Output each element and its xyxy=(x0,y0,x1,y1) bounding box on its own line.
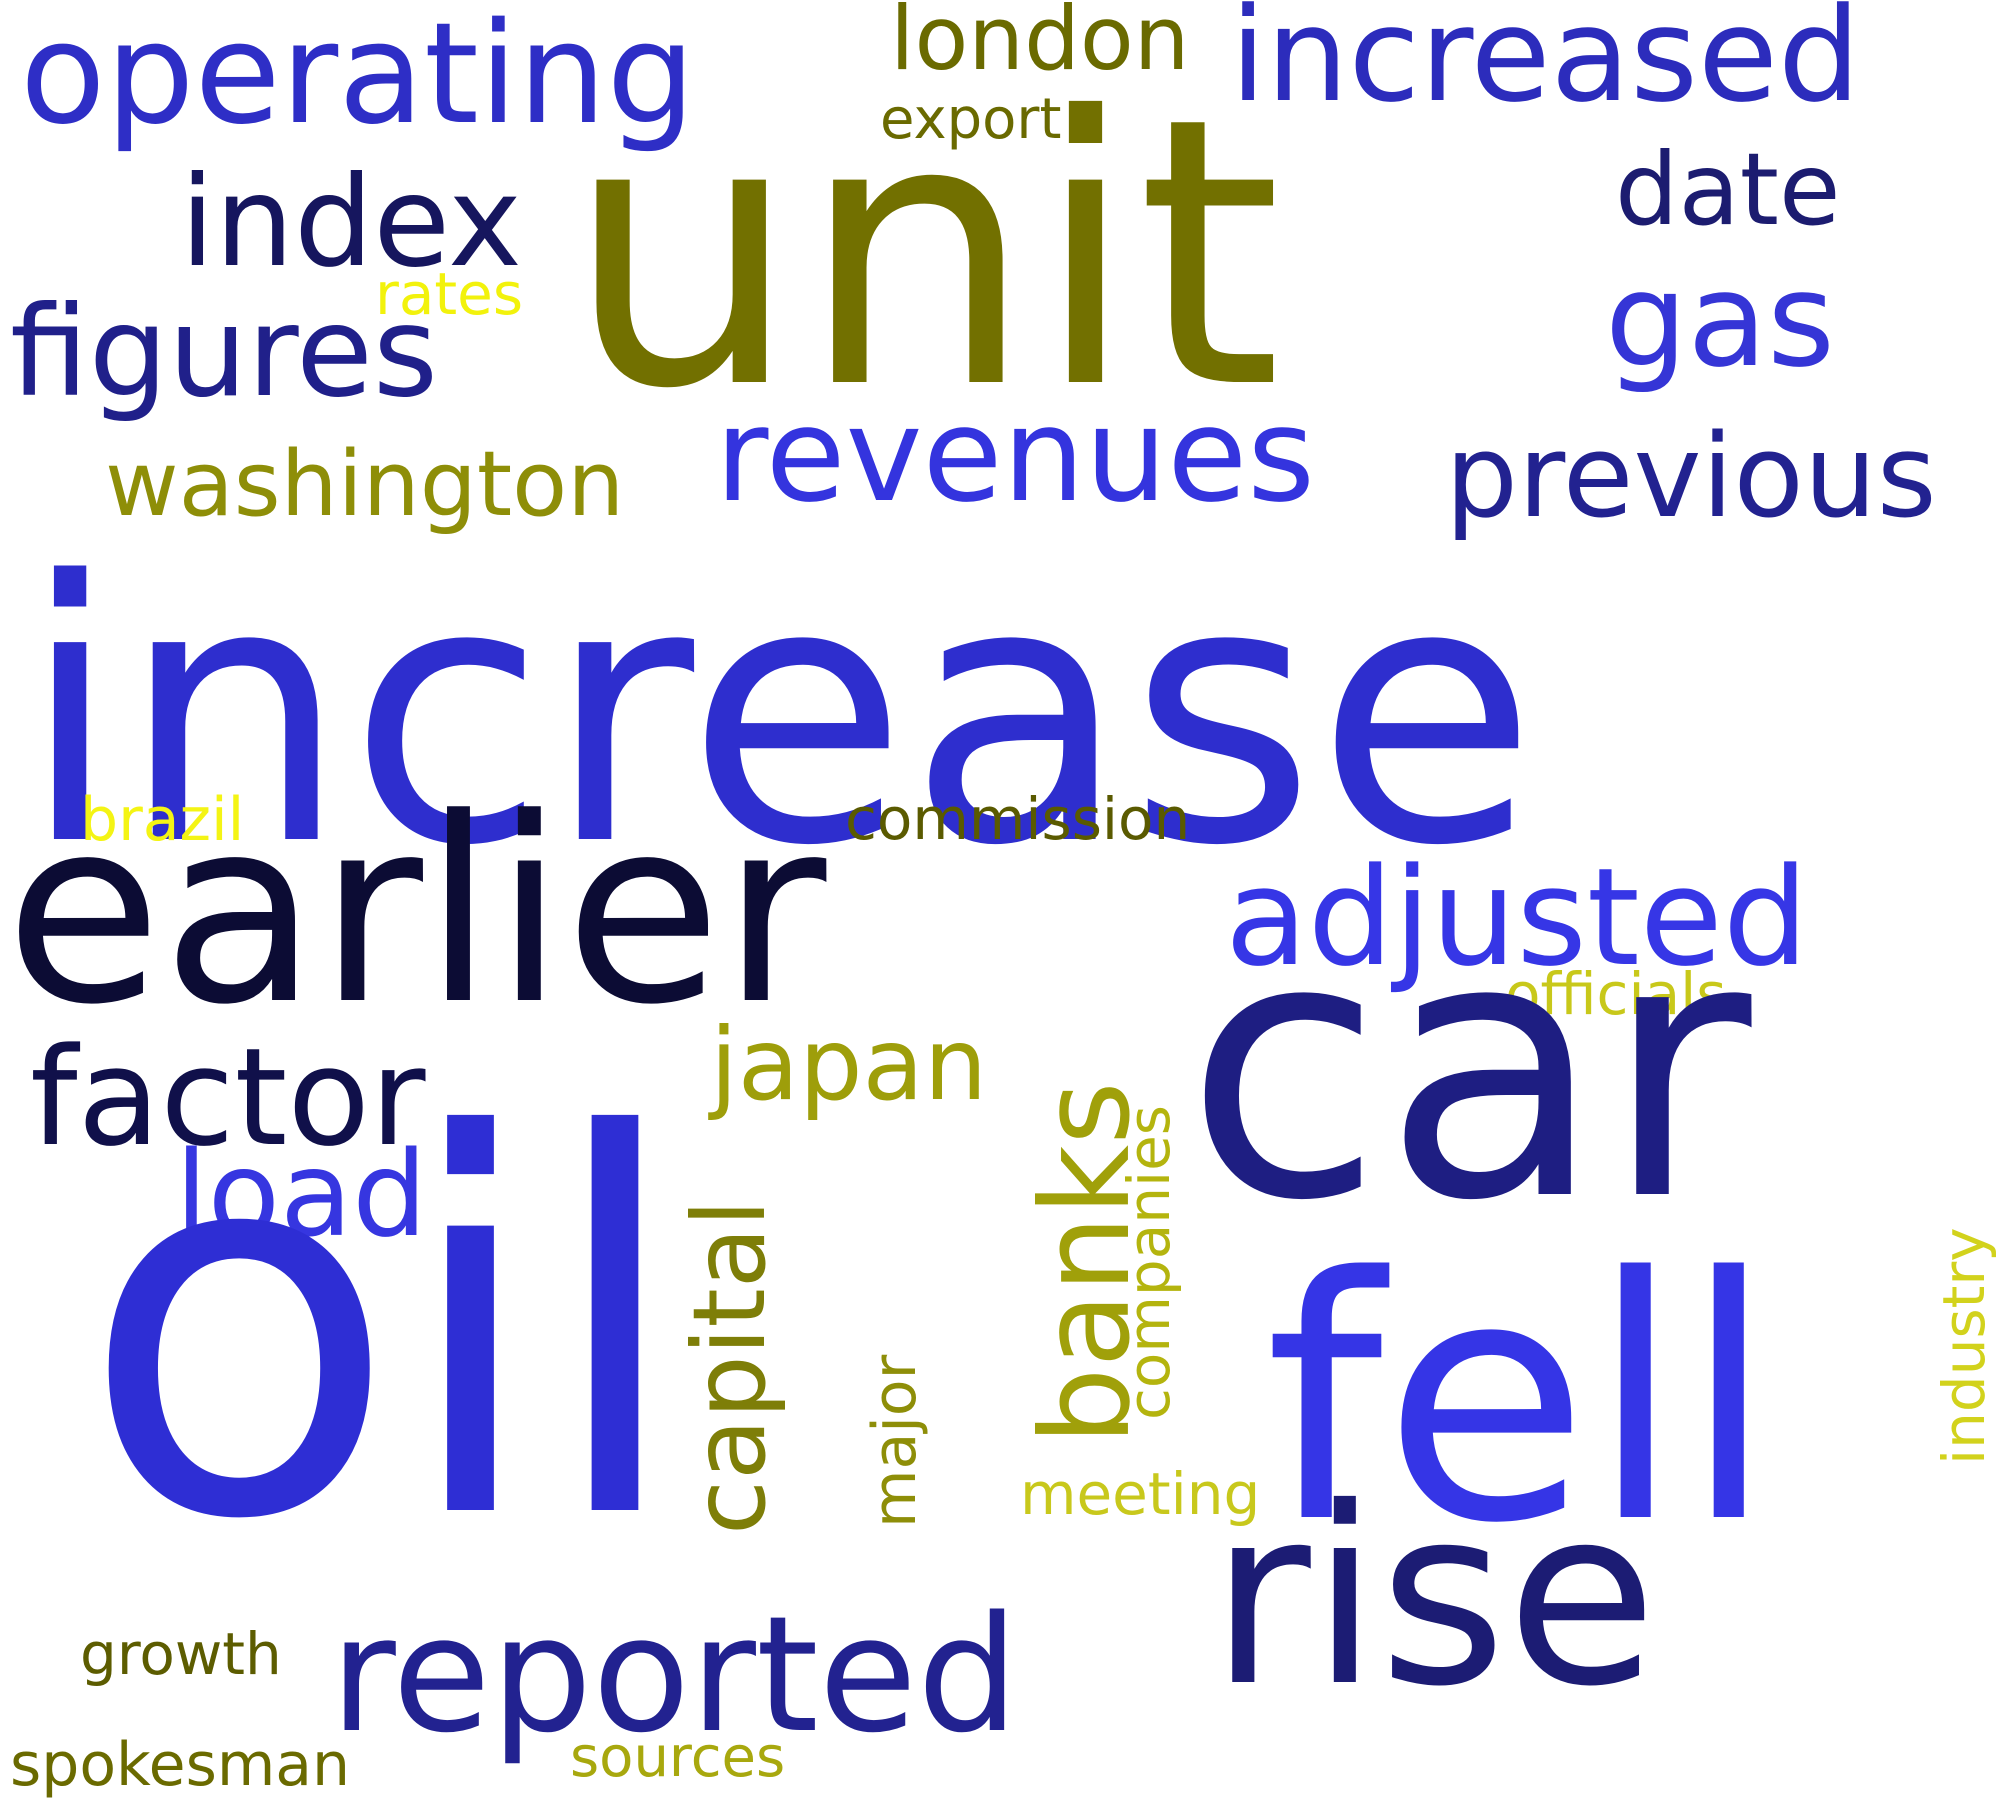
word-capital: capital xyxy=(671,1199,788,1535)
word-companies: companies xyxy=(1115,1104,1183,1420)
word-rates: rates xyxy=(375,260,524,328)
word-car: car xyxy=(1185,860,1752,1279)
word-increase: increase xyxy=(20,505,1538,924)
word-unit: unit xyxy=(565,40,1282,470)
word-adjusted: adjusted xyxy=(1225,839,1809,996)
word-officials: officials xyxy=(1505,960,1727,1028)
word-growth: growth xyxy=(80,1620,282,1688)
word-date: date xyxy=(1615,131,1841,248)
word-meeting: meeting xyxy=(1020,1460,1261,1528)
word-operating: operating xyxy=(20,0,696,156)
word-gas: gas xyxy=(1605,244,1835,396)
word-industry: industry xyxy=(1930,1227,1998,1465)
word-export: export xyxy=(880,87,1062,152)
word-spokesman: spokesman xyxy=(10,1730,351,1800)
word-figures: figures xyxy=(10,280,438,425)
word-fell: fell xyxy=(1265,1207,1776,1597)
word-rise: rise xyxy=(1210,1455,1658,1740)
word-earlier: earlier xyxy=(5,764,827,1061)
word-sources: sources xyxy=(570,1725,786,1790)
word-increased: increased xyxy=(1230,0,1861,131)
word-washington: washington xyxy=(105,432,625,537)
word-previous: previous xyxy=(1445,410,1937,544)
word-brazil: brazil xyxy=(80,785,245,855)
word-oil: oil xyxy=(80,1027,688,1633)
word-load: load xyxy=(175,1125,428,1263)
word-major: major xyxy=(860,1354,930,1528)
word-index: index xyxy=(180,150,522,295)
word-revenues: revenues xyxy=(715,379,1315,531)
word-commission: commission xyxy=(845,785,1191,853)
word-reported: reported xyxy=(330,1581,1019,1768)
word-factor: factor xyxy=(30,1019,426,1176)
word-london: london xyxy=(890,0,1190,90)
word-japan: japan xyxy=(710,1006,988,1123)
